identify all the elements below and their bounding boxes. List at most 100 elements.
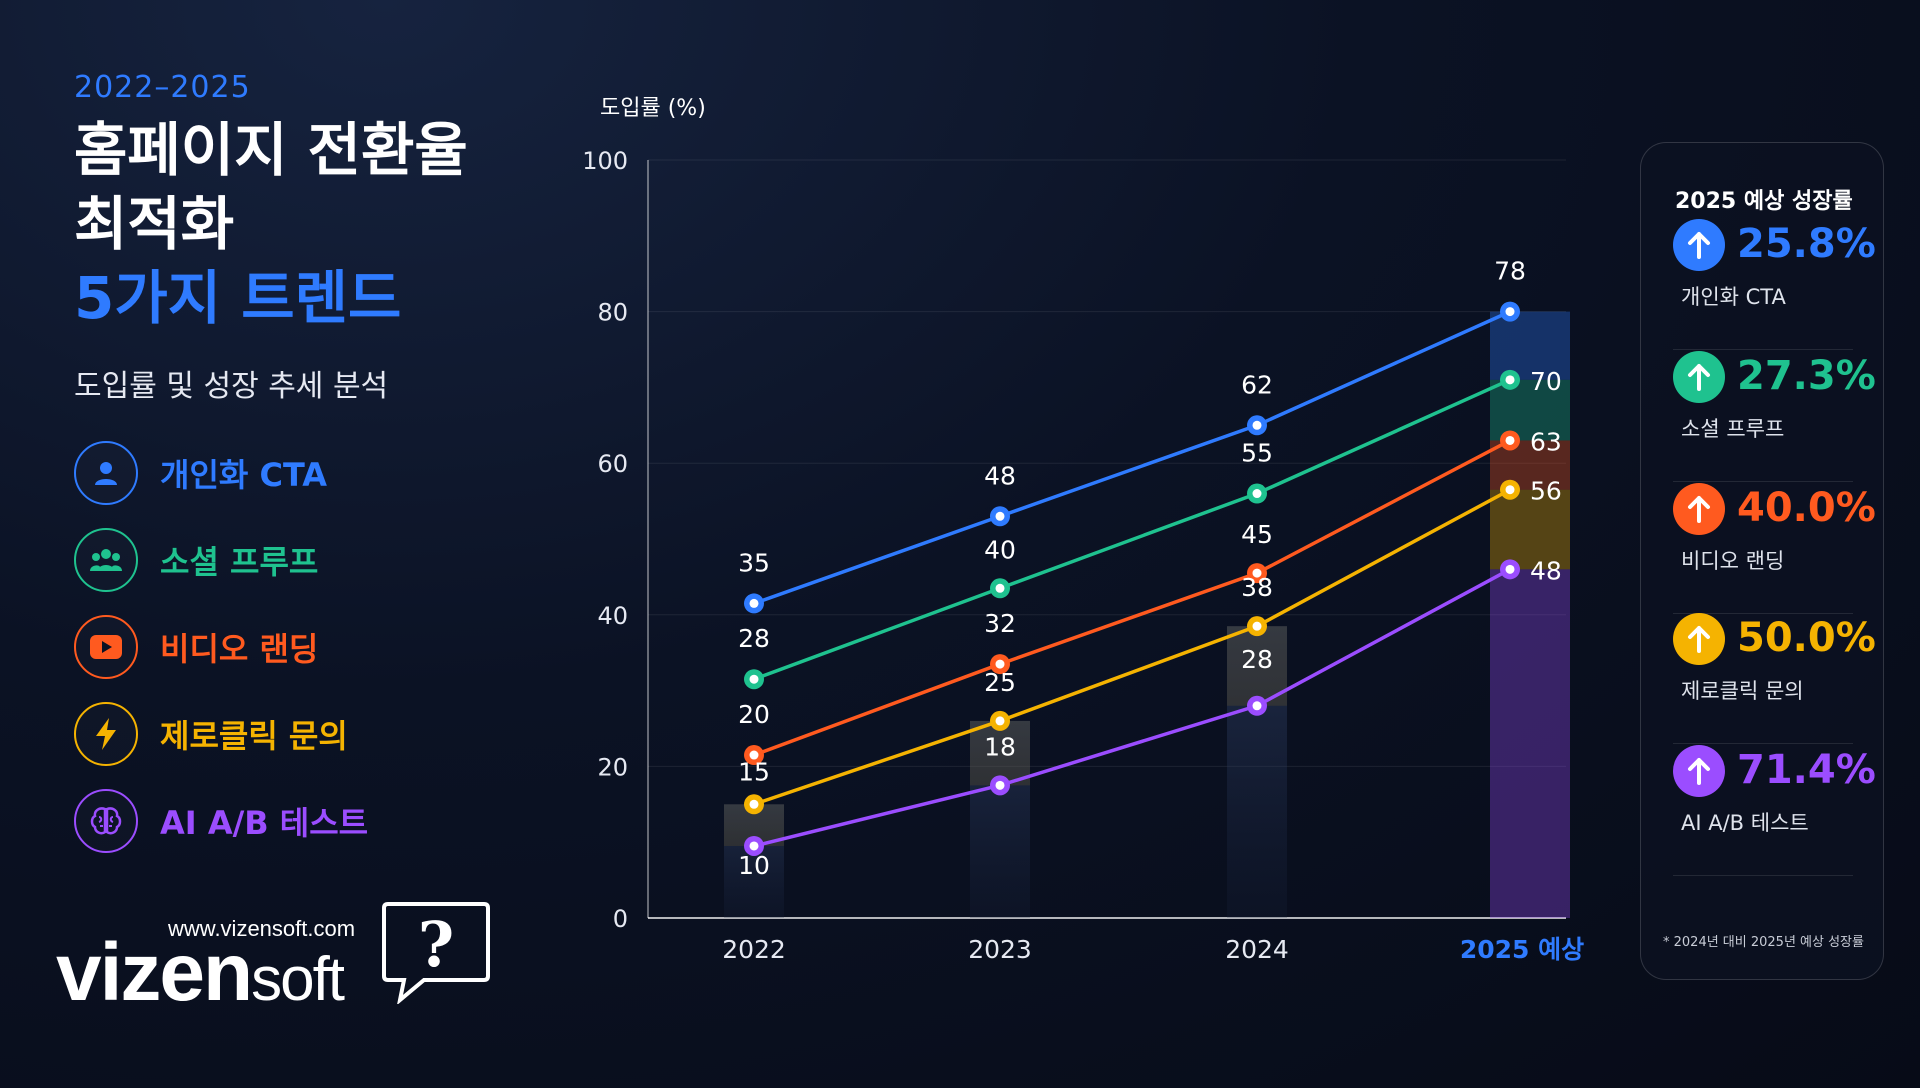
legend-label: 비디오 랜딩 bbox=[160, 630, 319, 668]
arrow-up-icon bbox=[1673, 483, 1725, 535]
data-point-center bbox=[1505, 485, 1515, 495]
y-axis-label: 도입률 (%) bbox=[600, 96, 706, 121]
brand-url: www.vizensoft.com bbox=[168, 916, 356, 941]
legend-item-personalized-cta: 개인화 CTA bbox=[74, 441, 514, 505]
data-label: 45 bbox=[1241, 520, 1273, 549]
data-label: 28 bbox=[1241, 645, 1273, 674]
legend-label: 제로클릭 문의 bbox=[160, 717, 348, 755]
play-icon bbox=[74, 615, 138, 679]
data-point-center bbox=[1252, 621, 1262, 631]
series-line bbox=[753, 378, 1511, 681]
data-point-center bbox=[749, 674, 759, 684]
y-tick-label: 80 bbox=[597, 299, 628, 327]
y-tick-label: 20 bbox=[597, 753, 628, 781]
growth-value: 25.8% bbox=[1737, 221, 1876, 267]
growth-label: 제로클릭 문의 bbox=[1681, 679, 1804, 703]
x-tick-label: 2024 bbox=[1225, 935, 1289, 964]
data-label: 25 bbox=[984, 668, 1016, 697]
data-point-center bbox=[749, 750, 759, 760]
x-tick-label: 2023 bbox=[968, 935, 1032, 964]
data-label: 28 bbox=[738, 624, 770, 653]
data-point-center bbox=[749, 799, 759, 809]
series-line bbox=[753, 488, 1511, 806]
bar-segment bbox=[1490, 489, 1570, 570]
data-point-center bbox=[1252, 701, 1262, 711]
brand-wordmark: vizensoft bbox=[56, 926, 345, 1020]
x-tick-label: 2022 bbox=[722, 935, 786, 964]
legend-item-social-proof: 소셜 프루프 bbox=[74, 528, 514, 592]
y-tick-label: 0 bbox=[613, 905, 628, 933]
bar-segment bbox=[970, 720, 1030, 786]
data-point-center bbox=[1505, 375, 1515, 385]
chart-area: 도입률 (%) 0 20 40 60 80 100 35 48 62 78 28 40 55 70 20 32… bbox=[560, 80, 1620, 980]
data-label: 18 bbox=[984, 732, 1016, 761]
growth-value: 71.4% bbox=[1737, 747, 1876, 793]
series-line bbox=[753, 438, 1511, 757]
bar-segment bbox=[1490, 440, 1570, 490]
arrow-up-icon bbox=[1673, 613, 1725, 665]
data-point-center bbox=[995, 511, 1005, 521]
bar-segment bbox=[1490, 311, 1570, 380]
growth-value: 40.0% bbox=[1737, 485, 1876, 531]
data-point-center bbox=[995, 716, 1005, 726]
arrow-up-icon bbox=[1673, 745, 1725, 797]
growth-label: 비디오 랜딩 bbox=[1681, 549, 1785, 573]
period-label: 2022–2025 bbox=[74, 70, 251, 105]
series-line bbox=[753, 567, 1511, 848]
data-label: 63 bbox=[1530, 427, 1562, 456]
y-tick-label: 100 bbox=[582, 147, 628, 175]
speech-bubble-icon: ? bbox=[382, 902, 490, 1004]
data-point-center bbox=[1505, 307, 1515, 317]
legend: 개인화 CTA 소셜 프루프 비디오 랜딩 제로클릭 문의 AI A/B 테스트 bbox=[74, 441, 514, 853]
growth-item: 50.0% 제로클릭 문의 bbox=[1673, 613, 1876, 744]
bar-background bbox=[970, 720, 1030, 918]
title-line-2: 최적화 bbox=[74, 190, 235, 258]
data-label: 70 bbox=[1530, 367, 1562, 396]
growth-item: 40.0% 비디오 랜딩 bbox=[1673, 483, 1876, 614]
data-label: 62 bbox=[1241, 370, 1273, 399]
bar-segment bbox=[1490, 379, 1570, 441]
growth-label: 소셜 프루프 bbox=[1681, 417, 1785, 441]
data-label: 40 bbox=[984, 535, 1016, 564]
data-point-center bbox=[995, 780, 1005, 790]
legend-item-ai-ab-test: AI A/B 테스트 bbox=[74, 789, 514, 853]
data-point-center bbox=[749, 841, 759, 851]
data-label: 56 bbox=[1530, 477, 1562, 506]
growth-item: 71.4% AI A/B 테스트 bbox=[1673, 745, 1876, 876]
data-label: 32 bbox=[984, 609, 1016, 638]
growth-label: 개인화 CTA bbox=[1681, 285, 1786, 309]
brain-icon bbox=[74, 789, 138, 853]
y-tick-label: 40 bbox=[597, 602, 628, 630]
growth-item: 27.3% 소셜 프루프 bbox=[1673, 351, 1876, 482]
brand-logo: www.vizensoft.com vizensoft ? bbox=[56, 900, 496, 1020]
legend-label: 개인화 CTA bbox=[160, 456, 328, 494]
data-label: 20 bbox=[738, 700, 770, 729]
legend-label: 소셜 프루프 bbox=[160, 543, 319, 581]
data-label: 55 bbox=[1241, 439, 1273, 468]
people-icon bbox=[74, 528, 138, 592]
arrow-up-icon bbox=[1673, 219, 1725, 271]
title-line-1: 홈페이지 전환율 bbox=[74, 116, 468, 184]
growth-value: 27.3% bbox=[1737, 353, 1876, 399]
lightning-icon bbox=[74, 702, 138, 766]
data-label: 35 bbox=[738, 548, 770, 577]
title-accent: 5가지 트렌드 bbox=[74, 264, 402, 332]
legend-item-video-landing: 비디오 랜딩 bbox=[74, 615, 514, 679]
growth-value: 50.0% bbox=[1737, 615, 1876, 661]
brand-wordmark-light: soft bbox=[251, 945, 345, 1014]
data-point-center bbox=[995, 659, 1005, 669]
panel-title: 2025 예상 성장률 bbox=[1675, 189, 1853, 214]
brand-wordmark-bold: vizen bbox=[56, 927, 253, 1018]
bubble-question-mark: ? bbox=[418, 908, 454, 981]
data-point-center bbox=[749, 598, 759, 608]
data-point-center bbox=[1252, 420, 1262, 430]
series-line bbox=[753, 310, 1511, 606]
data-point-center bbox=[1505, 435, 1515, 445]
growth-item: 25.8% 개인화 CTA bbox=[1673, 219, 1876, 350]
x-tick-label: 2025 예상 bbox=[1460, 935, 1584, 964]
arrow-up-icon bbox=[1673, 351, 1725, 403]
page-title: 홈페이지 전환율 최적화 5가지 트렌드 bbox=[74, 113, 514, 335]
panel-footnote: * 2024년 대비 2025년 예상 성장률 bbox=[1663, 935, 1864, 950]
bar-background bbox=[724, 804, 784, 918]
data-label: 15 bbox=[738, 757, 770, 786]
